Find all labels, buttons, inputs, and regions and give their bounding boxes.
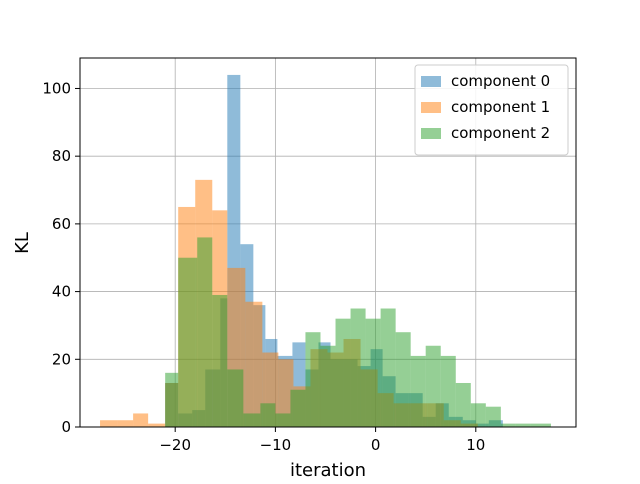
histogram-bar — [178, 257, 198, 427]
histogram-bar — [455, 382, 471, 427]
histogram-bar — [470, 403, 486, 427]
y-tick-label: 80 — [52, 147, 71, 165]
y-axis-ticks: 0 20 40 60 80 100 — [42, 79, 80, 436]
histogram-bar — [515, 423, 531, 427]
histogram-bar — [395, 332, 411, 427]
y-tick-label: 40 — [52, 283, 71, 301]
bars — [100, 74, 551, 427]
x-axis-label: iteration — [290, 460, 366, 480]
y-tick-label: 60 — [52, 215, 71, 233]
histogram-bar — [197, 237, 213, 427]
histogram-bar — [165, 372, 179, 427]
legend-swatch — [421, 128, 441, 139]
histogram-bar — [425, 345, 441, 427]
histogram-bar — [530, 423, 551, 427]
legend-label: component 1 — [451, 98, 550, 116]
x-tick-label: −20 — [159, 436, 191, 454]
histogram-bar — [212, 294, 228, 427]
y-tick-label: 100 — [42, 79, 71, 97]
histogram-bar — [100, 420, 118, 427]
histogram-bar — [305, 332, 321, 427]
y-tick-label: 0 — [61, 418, 71, 436]
histogram-bar — [335, 318, 351, 427]
histogram-bar — [350, 308, 366, 427]
y-tick-label: 20 — [52, 350, 71, 368]
histogram-bar — [485, 406, 501, 427]
series-2-bars — [165, 237, 551, 427]
histogram-bar — [243, 413, 261, 427]
histogram-bar — [148, 423, 166, 427]
histogram-bar — [365, 318, 381, 427]
histogram-bar — [380, 308, 396, 427]
histogram-bar — [410, 355, 426, 427]
legend-box — [414, 64, 569, 156]
histogram-bar — [133, 413, 149, 427]
legend-label: component 2 — [451, 124, 550, 142]
legend: component 0 component 1 component 2 — [414, 64, 569, 156]
histogram-bar — [320, 345, 336, 427]
histogram-bar — [117, 420, 134, 427]
histogram-bar — [440, 355, 456, 427]
histogram-bar — [290, 389, 306, 427]
x-tick-label: 0 — [371, 436, 381, 454]
histogram-bar — [275, 413, 291, 427]
x-axis-ticks: −20 −10 0 10 — [159, 427, 485, 454]
histogram-bar — [260, 403, 276, 427]
legend-label: component 0 — [451, 72, 550, 90]
histogram-bar — [278, 359, 294, 427]
histogram-bar — [245, 301, 263, 427]
plot-frame — [79, 57, 577, 428]
legend-swatch — [421, 76, 441, 87]
y-axis-label: KL — [12, 232, 33, 254]
histogram-bar — [227, 369, 244, 427]
x-tick-label: 10 — [466, 436, 485, 454]
x-tick-label: −10 — [260, 436, 292, 454]
legend-swatch — [421, 102, 441, 113]
histogram-bar — [500, 423, 516, 427]
